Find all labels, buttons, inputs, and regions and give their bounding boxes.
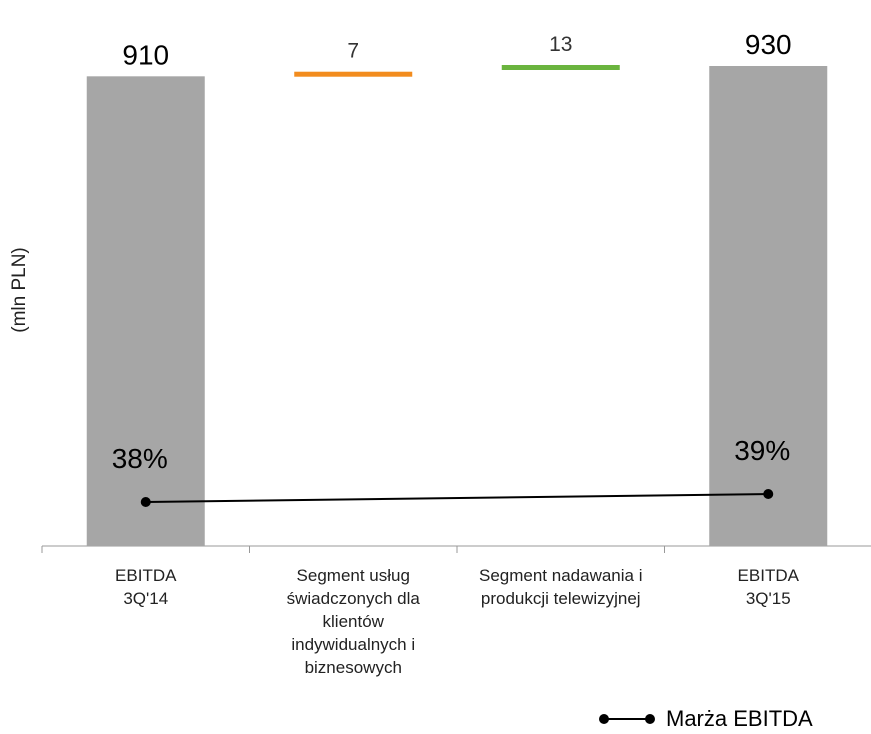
legend-line-marker [599,714,655,724]
bar-3 [709,66,828,546]
margin-point-3 [763,489,774,499]
bar-value-label-2: 13 [549,33,572,56]
category-label-3: EBITDA 3Q'15 [737,566,799,608]
margin-value-label-3: 39% [734,435,790,466]
bar-0 [86,76,205,547]
category-label-0: EBITDA 3Q'14 [115,566,177,608]
category-label-1: Segment usług świadczonych dla klientów ind… [286,566,420,677]
bar-value-label-3: 930 [745,29,792,60]
margin-value-label-0: 38% [112,443,168,474]
margin-line [145,493,769,503]
bar-value-label-0: 910 [122,39,169,70]
margin-point-0 [140,497,151,507]
legend: Marża EBITDA [598,704,813,734]
bar-value-label-1: 7 [347,40,359,63]
category-label-2: Segment nadawania i produkcji telewizyjne… [478,566,643,608]
bar-1 [294,71,413,77]
bar-2 [501,65,620,70]
legend-label-ebitda-margin: Marża EBITDA [666,706,813,731]
y-axis-label: (mln PLN) [9,247,30,333]
